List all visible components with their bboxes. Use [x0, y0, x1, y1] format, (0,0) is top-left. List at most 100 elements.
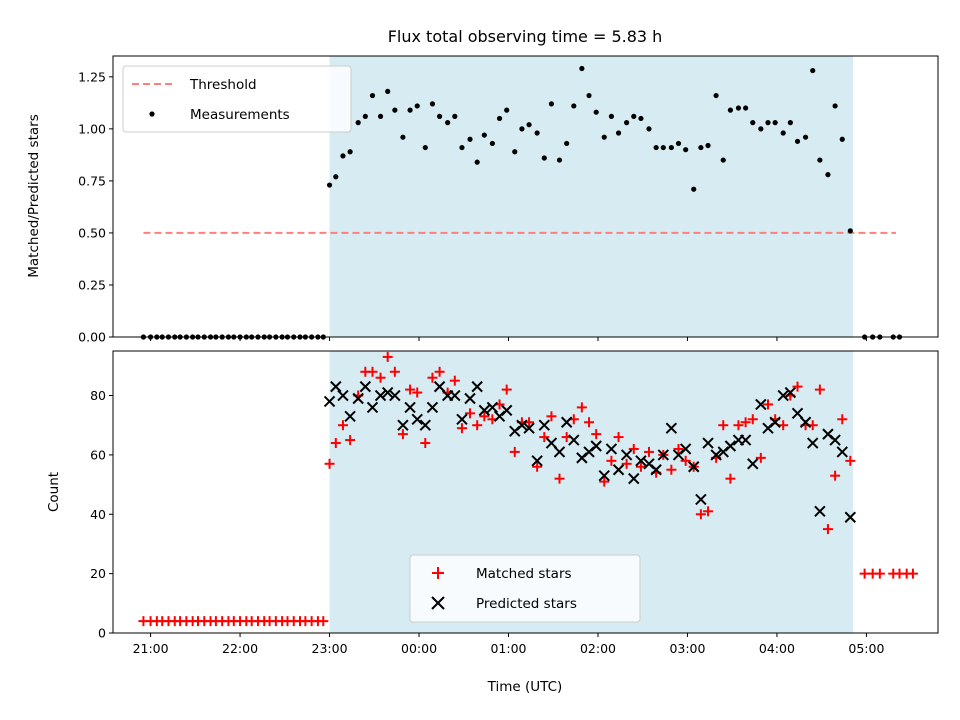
predicted-stars-point	[560, 416, 573, 428]
matched-stars-point	[412, 387, 423, 398]
predicted-stars-point	[531, 455, 543, 467]
bottom-y-tick-label: 20	[90, 566, 106, 581]
bottom-axes-frame	[112, 350, 939, 634]
bottom-y-axis-label: Count	[46, 472, 62, 512]
measurement-point	[772, 120, 778, 126]
predicted-stars-point	[411, 413, 423, 425]
measurement-point	[765, 120, 771, 126]
predicted-stars-point	[419, 419, 431, 431]
matched-stars-point	[643, 446, 654, 457]
matched-stars-point	[747, 414, 758, 425]
matched-stars-point	[405, 384, 416, 395]
matched-stars-point	[330, 438, 341, 449]
matched-stars-point	[375, 372, 386, 383]
predicted-stars-point	[426, 401, 439, 414]
measurement-point	[660, 144, 666, 151]
predicted-stars-point	[590, 440, 602, 452]
legend-threshold-label: Threshold	[189, 77, 257, 93]
predicted-stars-point	[538, 419, 550, 431]
measurement-point	[340, 153, 346, 159]
matched-stars-point	[337, 420, 348, 431]
predicted-stars-point	[449, 389, 461, 402]
predicted-stars-point	[433, 380, 446, 393]
top-y-tick-label: 0.50	[78, 225, 106, 240]
matched-stars-point	[778, 420, 789, 431]
predicted-stars-point	[695, 493, 707, 506]
predicted-stars-point	[374, 389, 387, 402]
measurement-point	[445, 120, 451, 126]
matched-stars-point	[324, 458, 335, 469]
bottom-legend-box	[409, 554, 641, 623]
measurement-point	[743, 105, 749, 111]
measurement-point	[615, 130, 622, 136]
measurement-point	[787, 120, 793, 126]
legend-predicted-swatch	[431, 596, 445, 610]
matched-stars-point	[591, 429, 602, 440]
predicted-stars-point	[337, 389, 349, 402]
bottom-y-tick-label: 40	[90, 507, 106, 522]
predicted-stars-point	[456, 413, 468, 425]
bottom-x-tick-label: 05:00	[848, 641, 884, 656]
matched-stars-point	[733, 420, 744, 431]
predicted-stars-point	[769, 416, 781, 428]
measurement-point	[705, 142, 711, 149]
measurement-point	[817, 157, 823, 163]
measurement-point	[377, 113, 384, 119]
matched-stars-point	[479, 411, 490, 422]
legend-measurements-swatch	[149, 111, 155, 117]
measurement-point	[481, 132, 487, 138]
bottom-y-tick-label: 60	[90, 447, 106, 462]
measurement-point	[541, 155, 547, 161]
top-legend: Threshold Measurements	[122, 65, 352, 133]
counts-series	[138, 351, 918, 627]
measurement-point	[631, 113, 637, 119]
predicted-stars-point	[397, 419, 409, 431]
matched-stars-point	[389, 366, 400, 377]
matched-stars-point	[666, 464, 677, 475]
matched-stars-point	[845, 455, 856, 466]
predicted-stars-point	[702, 437, 714, 449]
measurement-point	[467, 136, 473, 142]
matched-stars-point	[755, 452, 766, 463]
matched-stars-point	[740, 417, 751, 428]
legend-matched-label: Matched stars	[476, 566, 572, 582]
matched-stars-point	[345, 435, 356, 446]
predicted-stars-point	[359, 380, 372, 393]
matched-stars-point	[434, 366, 445, 377]
predicted-stars-point	[598, 469, 610, 482]
measurement-point	[355, 120, 361, 126]
measurement-point	[601, 134, 607, 140]
matched-stars-point	[382, 351, 393, 362]
top-axes-frame	[112, 55, 939, 338]
measurement-point	[586, 92, 592, 99]
bottom-y-tick-label: 80	[90, 388, 106, 403]
measurement-point	[400, 134, 406, 140]
measurement-point	[489, 140, 495, 147]
bottom-x-tick-label: 04:00	[759, 641, 795, 656]
measurement-point	[459, 144, 465, 151]
bottom-x-tick-label: 02:00	[580, 641, 616, 656]
bottom-legend: Matched stars Predicted stars	[409, 554, 641, 623]
predicted-stars-point	[665, 422, 678, 434]
measurement-point	[832, 103, 838, 109]
predicted-stars-point	[829, 434, 841, 446]
matched-stars-point	[725, 473, 736, 484]
measurement-point	[407, 107, 413, 113]
measurement-point	[847, 228, 853, 234]
predicted-stars-point	[755, 398, 767, 411]
measurement-point	[548, 101, 555, 107]
bottom-x-axis-ticks: 21:00 22:00 23:00 00:00 01:00 02:00 03:00 04:00…	[133, 633, 884, 656]
predicted-stars-point	[635, 455, 647, 467]
predicted-stars-point	[747, 458, 759, 470]
bottom-x-tick-label: 03:00	[669, 641, 705, 656]
measurement-point	[713, 92, 719, 99]
matched-stars-point	[822, 524, 833, 535]
matched-stars-point	[501, 384, 512, 395]
matched-stars-point	[621, 458, 632, 469]
predicted-stars-point	[389, 389, 401, 402]
legend-measurements-label: Measurements	[190, 107, 290, 123]
predicted-stars-point	[545, 437, 558, 449]
matched-stars-point	[532, 461, 543, 472]
measurement-point	[675, 140, 682, 147]
predicted-stars-point	[688, 461, 700, 473]
